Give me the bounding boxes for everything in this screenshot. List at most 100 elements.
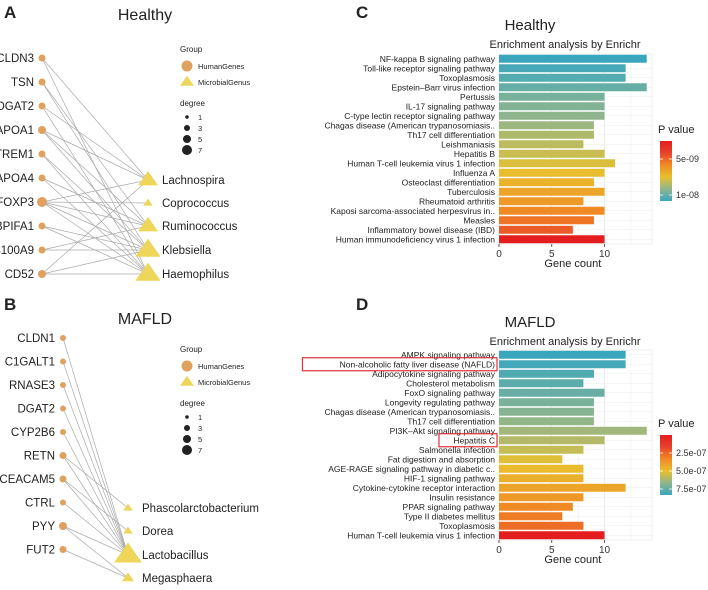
chart-d-category-label: Adipocytokine signaling pathway [372,369,496,379]
legend-microbial-genus-label: MicrobialGenus [198,78,250,87]
chart-d-bar-cholesterol-metabolism [499,379,584,388]
edge-a-15 [41,201,149,227]
legend-group-title: Group [180,45,203,54]
edge-b-4 [62,431,129,556]
chart-c-category-label: NF-kappa B signaling pathway [380,54,496,64]
edge-b-8 [62,478,129,556]
gene-node-dgat2 [38,102,46,110]
chart-c-category-label: Measles [463,215,495,225]
genus-label-lactobacillus: Lactobacillus [142,550,209,562]
gene-node-retn [59,452,67,459]
gene-node-foxp3 [37,197,47,207]
chart-c-bar-tuberculosis [499,187,605,196]
gene-label-cd52: CD52 [5,269,34,281]
legend-degree-symbol-5 [183,135,191,143]
edge-a-23 [41,249,149,275]
chart-d-x-axis-title: Gene count [544,554,601,566]
chart-c-category-label: Kaposi sarcoma-associated herpesvirus in… [331,206,495,216]
genus-node-coprococcus [143,198,153,206]
chart-d-bar-type-ii-diabetes-mellitus [499,512,563,521]
gene-label-pyy: PYY [32,521,55,533]
chart-d-category-label: Non-alcoholic fatty liver disease (NAFLD… [340,359,496,369]
chart-d-bar-ampk-signaling-pathway [499,350,626,359]
legend-degree-title: degree [180,99,205,108]
genus-node-ruminococcus [138,217,158,232]
gene-label-tsn: TSN [11,77,34,89]
legend-degree-label-1: 1 [198,113,202,122]
chart-c-plot-area [498,53,653,245]
legend-human-genes-label: HumanGenes [198,62,245,71]
gene-node-rnase3 [60,382,66,388]
legend-degree-label-5: 5 [198,435,202,444]
chart-c-category-label: C-type lectin receptor signaling pathway [344,111,495,121]
gene-node-c1galt1 [60,358,66,365]
gene-node-fut2 [59,546,67,553]
panel-letter-b: B [4,295,16,314]
chart-c-bar-toxoplasmosis [499,73,626,82]
edge-a-6 [41,129,149,181]
chart-d-plot-area [498,349,653,541]
chart-c-category-label: Pertussis [460,92,495,102]
legend-degree-label-1: 1 [198,413,202,422]
chart-d-category-label: AGE-RAGE signaling pathway in diabetic c… [328,464,495,474]
gene-label-foxp3: FOXP3 [0,197,34,209]
chart-c-category-label: Hepatitis B [454,149,495,159]
chart-c-bar-epstein-barr-virus-infection [499,83,647,92]
chart-d-category-label: Salmonella infection [419,445,495,455]
chart-d-highlight-box [438,433,498,448]
network-b: CLDN1 C1GALT1 RNASE3 DGAT2 CYP2B6 RETN CEACAM5… [0,333,259,585]
gene-label-ctrl: CTRL [25,498,56,510]
gene-node-cldn1 [60,335,66,341]
chart-c-bar-hepatitis-b [499,149,605,158]
chart-d-category-label: Cholesterol metabolism [406,378,495,388]
chart-c-bar-pertussis [499,92,605,101]
panel-letter-a: A [4,3,16,22]
chart-c-category-label: Th17 cell differentiation [407,130,495,140]
legend-network-b: Group HumanGenes MicrobialGenus degree 1 3 5 7 [180,345,250,455]
chart-c-bar-il-17-signaling-pathway [499,102,605,111]
genus-node-lactobacillus [114,542,142,563]
edge-b-11 [62,525,129,579]
chart-d-bar-longevity-regulating-pathway [499,398,594,407]
edge-a-3 [41,81,149,251]
genus-label-phascolarctobacterium: Phascolarctobacterium [142,503,259,515]
legend-human-genes-symbol [181,360,193,372]
genus-node-klebsiella [135,238,161,257]
genus-node-phascolarctobacterium [123,503,133,511]
chart-d-x-tick-label: 0 [496,545,502,556]
chart-c-bar-c-type-lectin-receptor-signaling-pathway [499,111,605,120]
gene-node-trem1 [38,150,46,158]
chart-c-category-label: IL-17 signaling pathway [406,101,496,111]
chart-c-bar-kaposi-sarcoma-associated-herpesvirus-in [499,206,605,215]
legend-degree-label-5: 5 [198,135,202,144]
edge-a-0 [41,57,149,181]
gene-node-pyy [59,522,67,530]
chart-d-bar-toxoplasmosis [499,521,584,530]
chart-c-bar-human-immunodeficiency-virus-1-infection [499,235,605,244]
chart-d-bar-adipocytokine-signaling-pathway [499,369,594,378]
legend-degree-label-3: 3 [198,124,202,133]
chart-c-x-tick-label: 0 [496,249,502,260]
panel-letter-c: C [356,3,368,22]
edge-a-13 [41,179,149,203]
chart-d-color-scale [660,435,672,495]
chart-d-bar-salmonella-infection [499,445,584,454]
edge-a-14 [41,201,149,204]
edge-a-22 [41,179,149,275]
legend-microbial-genus-label: MicrobialGenus [198,378,250,387]
legend-microbial-genus-symbol [180,75,194,86]
chart-d-legend-title: P value [658,418,695,430]
edge-a-7 [41,129,149,227]
chart-c-x-tick-label: 5 [549,249,555,260]
genus-label-klebsiella: Klebsiella [162,245,212,257]
legend-degree-symbol-3 [184,425,190,431]
chart-c-category-label: Osteoclast differentiation [402,177,496,187]
chart-d-bar-insulin-resistance [499,493,584,502]
gene-node-ceacam5 [59,475,67,483]
gene-node-ctrl [60,499,66,506]
chart-c-bar-human-t-cell-leukemia-virus-1-infection [499,159,616,168]
gene-node-s100a9 [38,246,46,254]
gene-node-dgat2 [60,405,66,412]
chart-d-category-label: Fat digestion and absorption [388,454,496,464]
